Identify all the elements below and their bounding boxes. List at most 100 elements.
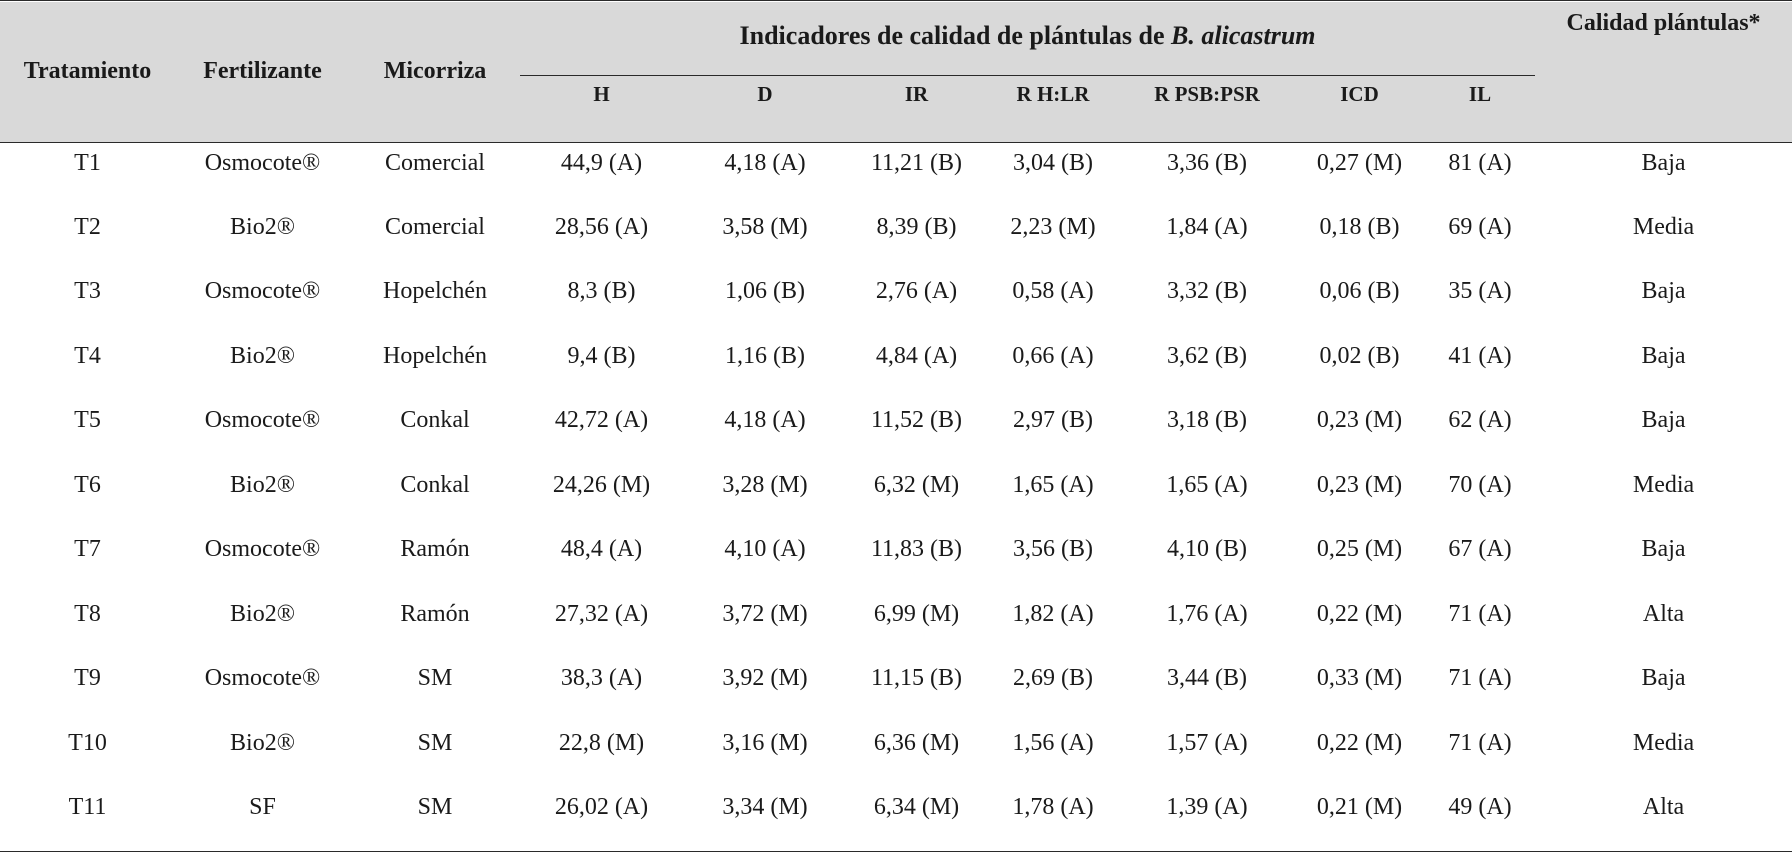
cell-d: 4,10 (A) bbox=[724, 536, 806, 562]
cell-fertilizante: Osmocote® bbox=[204, 665, 321, 691]
table-row: T6 Bio2® Conkal 24,26 (M) 3,28 (M) 6,32 (M) 1,… bbox=[0, 465, 1792, 530]
header-indicator: IL bbox=[1425, 75, 1536, 143]
cell-tratamiento: T6 bbox=[74, 471, 101, 498]
table-row: T4 Bio2® Hopelchén 9,4 (B) 1,16 (B) 4,84 (A) 0… bbox=[0, 336, 1792, 401]
cell-ir: 6,36 (M) bbox=[873, 729, 960, 756]
cell-icd: 0,22 (M) bbox=[1316, 729, 1403, 756]
cell-il: 71 (A) bbox=[1448, 600, 1512, 627]
cell-fertilizante: Bio2® bbox=[230, 600, 295, 627]
cell-micorriza: Conkal bbox=[400, 407, 470, 433]
cell-micorriza: Ramón bbox=[400, 536, 470, 562]
cell-icd: 0,25 (M) bbox=[1316, 536, 1403, 562]
cell-d: 1,16 (B) bbox=[725, 342, 805, 369]
cell-il: 49 (A) bbox=[1425, 787, 1536, 852]
cell-h: 22,8 (M) bbox=[558, 729, 645, 756]
cell-r-psb-psr: 1,65 (A) bbox=[1166, 471, 1248, 498]
cell-r-h-lr: 3,56 (B) bbox=[1013, 536, 1093, 562]
header-indicator: R H:LR bbox=[986, 75, 1120, 143]
cell-calidad: Baja bbox=[1641, 278, 1686, 304]
header-indicator: R PSB:PSR bbox=[1120, 75, 1294, 143]
cell-d: 3,34 (M) bbox=[683, 787, 847, 852]
cell-fertilizante: Bio2® bbox=[230, 729, 295, 756]
cell-micorriza: SM bbox=[350, 787, 520, 852]
cell-h: 42,72 (A) bbox=[554, 407, 649, 433]
table-row: T10 Bio2® SM 22,8 (M) 3,16 (M) 6,36 (M) 1,56 (… bbox=[0, 723, 1792, 788]
cell-tratamiento: T3 bbox=[74, 278, 101, 304]
table-row: T8 Bio2® Ramón 27,32 (A) 3,72 (M) 6,99 (M) 1,8… bbox=[0, 594, 1792, 659]
header-tratamiento: Tratamiento bbox=[0, 2, 175, 143]
cell-micorriza: Conkal bbox=[400, 471, 470, 498]
cell-r-psb-psr: 1,39 (A) bbox=[1120, 787, 1294, 852]
cell-calidad: Baja bbox=[1641, 149, 1686, 176]
cell-icd: 0,18 (B) bbox=[1319, 213, 1400, 240]
cell-r-h-lr: 0,66 (A) bbox=[1012, 342, 1094, 369]
cell-r-h-lr: 1,56 (A) bbox=[1012, 729, 1094, 756]
cell-r-psb-psr: 3,36 (B) bbox=[1167, 149, 1247, 176]
cell-h: 24,26 (M) bbox=[552, 471, 651, 498]
cell-icd: 0,33 (M) bbox=[1316, 665, 1403, 691]
cell-calidad: Baja bbox=[1641, 407, 1686, 433]
cell-calidad: Media bbox=[1632, 213, 1695, 240]
table-row: T2 Bio2® Comercial 28,56 (A) 3,58 (M) 8,39 (B… bbox=[0, 207, 1792, 272]
group-title-text: Indicadores de calidad de plántulas de bbox=[739, 21, 1172, 51]
cell-ir: 11,83 (B) bbox=[870, 536, 963, 562]
header-micorriza: Micorriza bbox=[350, 2, 520, 143]
cell-r-h-lr: 1,65 (A) bbox=[1012, 471, 1094, 498]
table-body: T1 Osmocote® Comercial 44,9 (A) 4,18 (A) 11,2… bbox=[0, 142, 1792, 852]
cell-il: 62 (A) bbox=[1448, 407, 1512, 433]
cell-icd: 0,27 (M) bbox=[1316, 149, 1403, 176]
cell-ir: 11,21 (B) bbox=[870, 149, 963, 176]
cell-il: 41 (A) bbox=[1448, 342, 1512, 369]
cell-micorriza: Hopelchén bbox=[383, 342, 487, 369]
cell-micorriza: SM bbox=[417, 729, 453, 756]
cell-ir: 6,99 (M) bbox=[873, 600, 960, 627]
cell-h: 9,4 (B) bbox=[567, 342, 636, 369]
cell-d: 3,92 (M) bbox=[722, 665, 808, 691]
header-calidad-plantulas: Calidad plántulas* bbox=[1535, 2, 1792, 143]
cell-r-psb-psr: 3,44 (B) bbox=[1167, 665, 1247, 691]
cell-d: 3,28 (M) bbox=[722, 471, 808, 498]
cell-r-h-lr: 2,23 (M) bbox=[1010, 213, 1096, 240]
cell-h: 38,3 (A) bbox=[560, 665, 643, 691]
cell-tratamiento: T7 bbox=[74, 536, 101, 562]
cell-r-h-lr: 2,69 (B) bbox=[1013, 665, 1093, 691]
cell-fertilizante: Osmocote® bbox=[204, 536, 321, 562]
cell-il: 70 (A) bbox=[1448, 471, 1512, 498]
cell-icd: 0,21 (M) bbox=[1294, 787, 1425, 852]
cell-d: 1,06 (B) bbox=[725, 278, 805, 304]
cell-il: 71 (A) bbox=[1448, 729, 1512, 756]
cell-ir: 6,34 (M) bbox=[847, 787, 986, 852]
cell-r-psb-psr: 3,18 (B) bbox=[1167, 407, 1247, 433]
cell-h: 28,56 (A) bbox=[554, 213, 649, 240]
cell-il: 81 (A) bbox=[1448, 149, 1512, 176]
cell-h: 48,4 (A) bbox=[560, 536, 643, 562]
cell-r-h-lr: 1,82 (A) bbox=[1012, 600, 1094, 627]
cell-ir: 4,84 (A) bbox=[875, 342, 958, 369]
table-row: T5 Osmocote® Conkal 42,72 (A) 4,18 (A) 11,52 … bbox=[0, 400, 1792, 465]
cell-icd: 0,22 (M) bbox=[1316, 600, 1403, 627]
cell-calidad: Alta bbox=[1535, 787, 1792, 852]
cell-r-h-lr: 1,78 (A) bbox=[986, 787, 1120, 852]
cell-micorriza: Comercial bbox=[385, 149, 485, 176]
cell-h: 44,9 (A) bbox=[560, 149, 643, 176]
cell-fertilizante: Osmocote® bbox=[204, 149, 321, 176]
cell-calidad: Baja bbox=[1641, 342, 1686, 369]
cell-fertilizante: Osmocote® bbox=[204, 278, 321, 304]
cell-icd: 0,23 (M) bbox=[1316, 471, 1403, 498]
table-row: T1 Osmocote® Comercial 44,9 (A) 4,18 (A) 11,2… bbox=[0, 142, 1792, 207]
cell-fertilizante: SF bbox=[175, 787, 350, 852]
cell-tratamiento: T2 bbox=[74, 213, 101, 240]
cell-r-psb-psr: 1,84 (A) bbox=[1166, 213, 1248, 240]
cell-d: 4,18 (A) bbox=[724, 407, 806, 433]
cell-calidad: Alta bbox=[1642, 600, 1685, 627]
group-title-species: B. alicastrum bbox=[1171, 21, 1316, 51]
cell-tratamiento: T4 bbox=[74, 342, 101, 369]
cell-r-h-lr: 0,58 (A) bbox=[1012, 278, 1094, 304]
cell-micorriza: Ramón bbox=[400, 600, 470, 627]
cell-calidad: Baja bbox=[1641, 665, 1686, 691]
cell-fertilizante: Bio2® bbox=[230, 342, 295, 369]
cell-micorriza: Comercial bbox=[385, 213, 485, 240]
header-indicator: D bbox=[683, 75, 847, 143]
top-rule bbox=[0, 0, 1792, 1]
